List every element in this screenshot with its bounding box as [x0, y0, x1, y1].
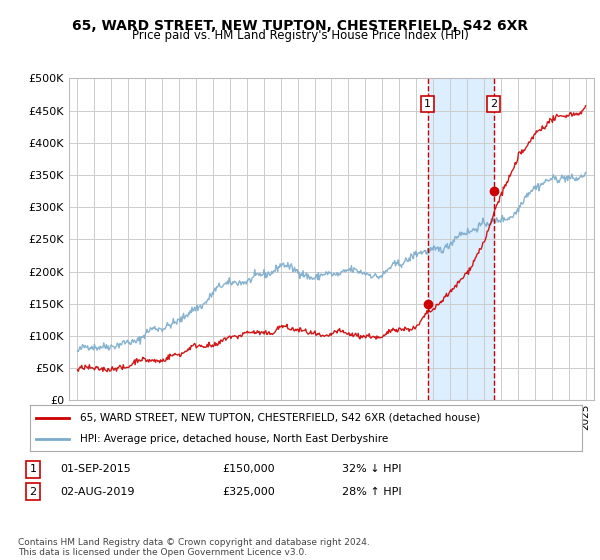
- Text: 1: 1: [29, 464, 37, 474]
- Text: £325,000: £325,000: [222, 487, 275, 497]
- Text: 02-AUG-2019: 02-AUG-2019: [60, 487, 134, 497]
- Text: Price paid vs. HM Land Registry's House Price Index (HPI): Price paid vs. HM Land Registry's House …: [131, 29, 469, 42]
- Text: 2: 2: [490, 99, 497, 109]
- Text: 1: 1: [424, 99, 431, 109]
- Text: Contains HM Land Registry data © Crown copyright and database right 2024.
This d: Contains HM Land Registry data © Crown c…: [18, 538, 370, 557]
- Text: 28% ↑ HPI: 28% ↑ HPI: [342, 487, 401, 497]
- Text: 2: 2: [29, 487, 37, 497]
- Text: £150,000: £150,000: [222, 464, 275, 474]
- Text: 65, WARD STREET, NEW TUPTON, CHESTERFIELD, S42 6XR: 65, WARD STREET, NEW TUPTON, CHESTERFIEL…: [72, 19, 528, 33]
- Text: 01-SEP-2015: 01-SEP-2015: [60, 464, 131, 474]
- Text: HPI: Average price, detached house, North East Derbyshire: HPI: Average price, detached house, Nort…: [80, 435, 388, 444]
- Text: 65, WARD STREET, NEW TUPTON, CHESTERFIELD, S42 6XR (detached house): 65, WARD STREET, NEW TUPTON, CHESTERFIEL…: [80, 413, 480, 423]
- Bar: [428, 78, 494, 400]
- Text: 32% ↓ HPI: 32% ↓ HPI: [342, 464, 401, 474]
